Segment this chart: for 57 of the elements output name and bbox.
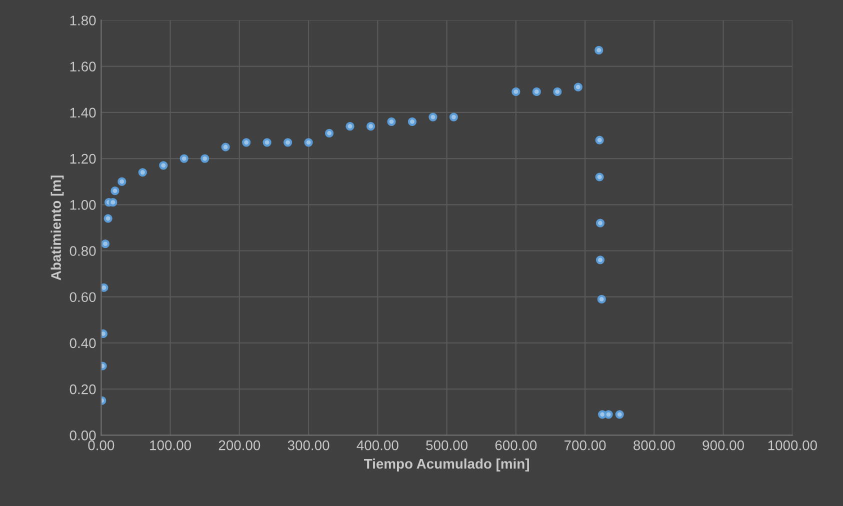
- y-tick-label: 1.40: [70, 108, 96, 118]
- point: [138, 168, 147, 177]
- point: [532, 87, 541, 96]
- point: [597, 294, 606, 304]
- point: [449, 112, 458, 122]
- point: [387, 117, 396, 126]
- point: [408, 117, 417, 126]
- point: [180, 154, 188, 163]
- y-axis-title: Abatimiento [m]: [50, 176, 64, 280]
- point: [221, 142, 230, 152]
- point: [200, 154, 210, 163]
- point: [324, 128, 334, 138]
- point: [110, 186, 120, 196]
- point: [118, 177, 126, 186]
- point: [159, 161, 168, 170]
- x-tick-label: 400.00: [356, 440, 398, 450]
- point: [596, 218, 605, 228]
- y-tick-label: 0.20: [70, 384, 96, 394]
- point: [512, 87, 520, 96]
- point: [595, 136, 604, 144]
- y-tick-label: 0.40: [70, 338, 96, 348]
- point: [604, 410, 613, 419]
- point: [596, 256, 605, 264]
- point: [284, 138, 292, 147]
- x-tick-label: 900.00: [702, 440, 744, 450]
- point: [101, 240, 110, 248]
- x-tick-label: 700.00: [564, 440, 606, 450]
- x-tick-label: 100.00: [150, 440, 191, 450]
- point: [242, 138, 251, 147]
- x-axis-title: Tiempo Acumulado [min]: [364, 458, 529, 472]
- point: [101, 283, 108, 292]
- x-tick-label: 200.00: [218, 440, 260, 450]
- y-tick-label: 1.20: [70, 154, 96, 164]
- y-tick-label: 1.00: [70, 200, 96, 210]
- point: [346, 122, 354, 131]
- y-tick-label: 1.60: [70, 62, 96, 72]
- x-tick-label: 600.00: [495, 440, 537, 450]
- point: [366, 122, 376, 131]
- point: [595, 172, 604, 182]
- y-tick-label: 0.80: [70, 246, 96, 256]
- point: [553, 87, 562, 96]
- x-tick-label: 0.00: [88, 440, 114, 450]
- x-tick-label: 800.00: [634, 440, 675, 450]
- y-tick-label: 1.80: [70, 16, 96, 26]
- point: [108, 198, 118, 207]
- point: [574, 82, 582, 92]
- y-tick-label: 0.00: [70, 430, 96, 440]
- point: [262, 138, 272, 147]
- x-tick-label: 300.00: [288, 440, 330, 450]
- point: [428, 112, 438, 122]
- point: [304, 138, 313, 147]
- x-tick-label: 1000.00: [768, 440, 817, 450]
- point: [594, 46, 604, 55]
- point: [615, 410, 624, 419]
- point: [104, 214, 112, 223]
- x-tick-label: 500.00: [426, 440, 468, 450]
- y-tick-label: 0.60: [70, 292, 96, 302]
